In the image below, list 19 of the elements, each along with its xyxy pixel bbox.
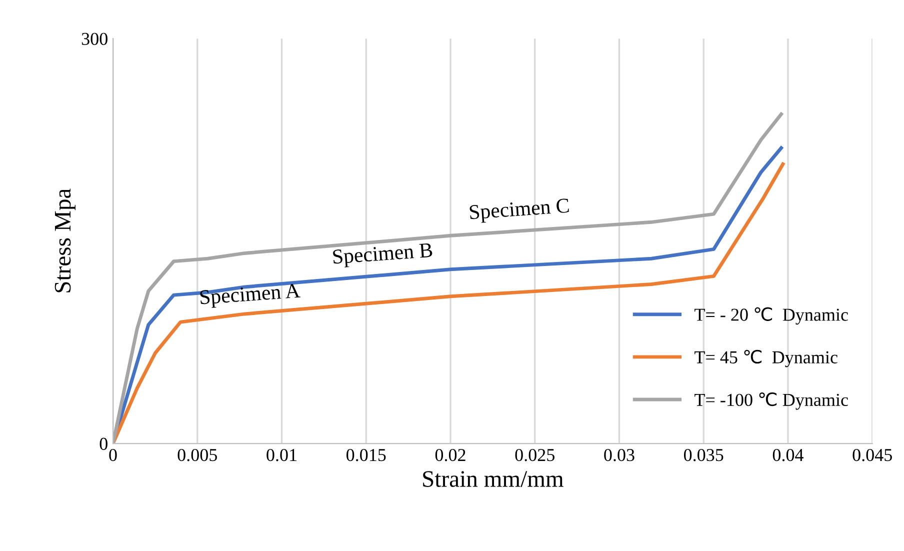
legend-label: T= -100 ℃ Dynamic (694, 392, 848, 410)
y-tick-label: 300 (82, 32, 108, 46)
x-axis-title: Strain mm/mm (423, 471, 564, 487)
x-tick-label: 0 (109, 448, 117, 462)
x-tick-label: 0.03 (604, 448, 634, 462)
x-tick-label: 0.045 (852, 448, 892, 462)
x-tick-label: 0.02 (435, 448, 466, 462)
annotation: Specimen B (332, 243, 433, 268)
x-tick-label: 0.025 (515, 448, 554, 462)
x-tick-label: 0.015 (346, 448, 386, 462)
x-tick-label: 0.01 (266, 448, 296, 462)
x-tick-label: 0.035 (684, 448, 724, 462)
legend-label: T= 45 ℃ Dynamic (694, 350, 838, 368)
legend-label: T= - 20 ℃ Dynamic (694, 307, 848, 325)
annotation: Specimen C (470, 198, 570, 224)
x-tick-label: 0.005 (178, 448, 217, 462)
x-tick-label: 0.04 (772, 448, 804, 462)
y-axis-title: Stress Mpa (54, 188, 76, 292)
annotation: Specimen A (200, 283, 301, 309)
